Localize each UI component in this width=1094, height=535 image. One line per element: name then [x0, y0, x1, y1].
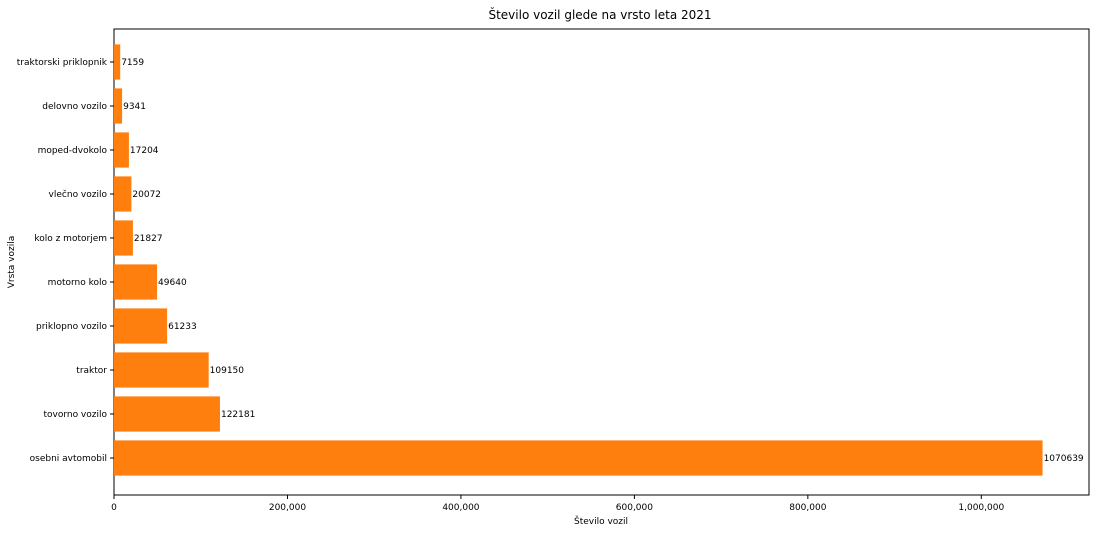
bar: [114, 308, 168, 344]
y-tick-label: kolo z motorjem: [34, 234, 107, 244]
x-tick-label: 600,000: [616, 503, 653, 513]
bar: [114, 440, 1043, 476]
bar-value-label: 17204: [130, 146, 159, 156]
bar: [114, 176, 132, 212]
bar-value-label: 122181: [221, 410, 255, 420]
y-tick-label: moped-dvokolo: [38, 146, 108, 156]
bar: [114, 220, 133, 256]
x-tick-label: 400,000: [442, 503, 479, 513]
bar: [114, 352, 209, 388]
y-tick-label: priklopno vozilo: [36, 322, 107, 332]
y-tick-label: vlečno vozilo: [49, 189, 108, 200]
x-axis-title: Število vozil: [574, 515, 628, 527]
plot-area-frame: [113, 28, 1090, 496]
y-tick-label: tovorno vozilo: [43, 410, 107, 420]
y-tick-label: traktor: [76, 366, 107, 376]
y-tick-label: traktorski priklopnik: [17, 58, 108, 68]
bar-value-label: 7159: [121, 58, 144, 68]
chart-title: Število vozil glede na vrsto leta 2021: [488, 7, 711, 22]
bar-value-label: 9341: [123, 102, 146, 112]
bar-value-label: 109150: [210, 366, 245, 376]
bar-value-label: 49640: [158, 278, 187, 288]
bar: [114, 396, 220, 432]
bars: 1070639 122181 109150 61233 49640 21827 20072 1…: [114, 44, 1084, 476]
bar-value-label: 61233: [168, 322, 197, 332]
bar: [114, 132, 129, 168]
bar-value-label: 1070639: [1044, 454, 1084, 464]
bar-value-label: 21827: [134, 234, 163, 244]
x-tick-label: 1,000,000: [958, 503, 1004, 513]
y-axis: osebni avtomobil tovorno vozilo traktor pri…: [17, 58, 114, 464]
x-tick-label: 200,000: [269, 503, 306, 513]
bar: [114, 264, 158, 300]
x-axis: 0 200,000 400,000 600,000 800,000 1,000,000: [111, 495, 1004, 513]
bar-value-label: 20072: [132, 190, 161, 200]
x-tick-label: 0: [111, 503, 117, 513]
bar: [114, 88, 123, 124]
bar: [114, 44, 121, 80]
y-tick-label: motorno kolo: [48, 278, 108, 288]
x-tick-label: 800,000: [789, 503, 826, 513]
y-tick-label: osebni avtomobil: [30, 454, 107, 464]
y-tick-label: delovno vozilo: [42, 102, 107, 112]
y-axis-title: Vrsta vozila: [7, 236, 17, 289]
